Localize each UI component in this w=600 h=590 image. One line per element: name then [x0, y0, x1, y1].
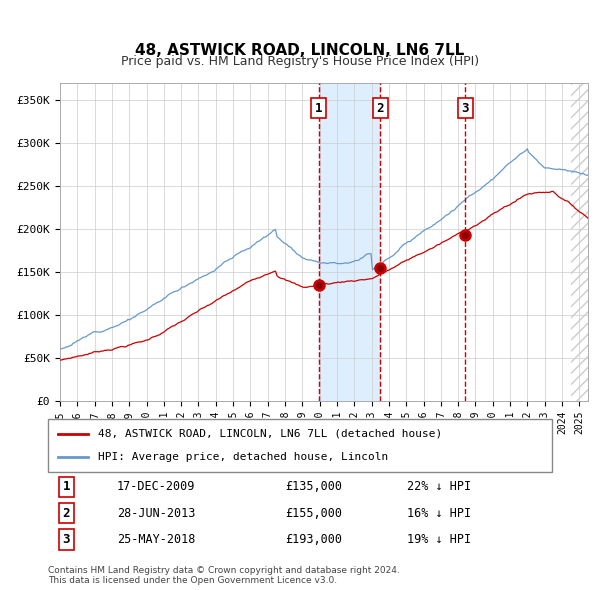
- Text: 25-MAY-2018: 25-MAY-2018: [116, 533, 195, 546]
- Text: 48, ASTWICK ROAD, LINCOLN, LN6 7LL (detached house): 48, ASTWICK ROAD, LINCOLN, LN6 7LL (deta…: [98, 429, 443, 439]
- Text: 2: 2: [63, 507, 70, 520]
- Text: 1: 1: [63, 480, 70, 493]
- Text: 19% ↓ HPI: 19% ↓ HPI: [407, 533, 471, 546]
- Text: 16% ↓ HPI: 16% ↓ HPI: [407, 507, 471, 520]
- Text: 48, ASTWICK ROAD, LINCOLN, LN6 7LL: 48, ASTWICK ROAD, LINCOLN, LN6 7LL: [136, 42, 464, 58]
- Text: 17-DEC-2009: 17-DEC-2009: [116, 480, 195, 493]
- FancyBboxPatch shape: [48, 419, 552, 472]
- Text: 2: 2: [376, 101, 384, 114]
- Text: 3: 3: [63, 533, 70, 546]
- Text: 3: 3: [461, 101, 469, 114]
- Text: £155,000: £155,000: [286, 507, 343, 520]
- Text: 28-JUN-2013: 28-JUN-2013: [116, 507, 195, 520]
- Text: £193,000: £193,000: [286, 533, 343, 546]
- Text: Price paid vs. HM Land Registry's House Price Index (HPI): Price paid vs. HM Land Registry's House …: [121, 55, 479, 68]
- Bar: [319, 83, 380, 401]
- Text: Contains HM Land Registry data © Crown copyright and database right 2024.
This d: Contains HM Land Registry data © Crown c…: [48, 566, 400, 585]
- Text: £135,000: £135,000: [286, 480, 343, 493]
- Text: 22% ↓ HPI: 22% ↓ HPI: [407, 480, 471, 493]
- Text: HPI: Average price, detached house, Lincoln: HPI: Average price, detached house, Linc…: [98, 452, 389, 462]
- Text: 1: 1: [315, 101, 323, 114]
- Bar: [571, 83, 588, 401]
